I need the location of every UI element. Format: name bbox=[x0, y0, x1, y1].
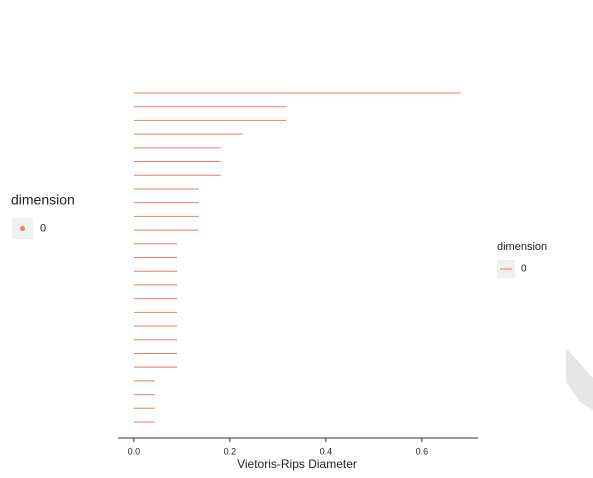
legend-point bbox=[20, 226, 25, 231]
legend-label: 0 bbox=[40, 222, 46, 234]
x-tick-label: 0.6 bbox=[416, 446, 429, 456]
watermark bbox=[566, 348, 593, 410]
legend-title: dimension bbox=[497, 241, 547, 253]
x-tick-label: 0.4 bbox=[320, 446, 333, 456]
x-tick-label: 0.0 bbox=[128, 446, 141, 456]
x-axis-title: Vietoris-Rips Diameter bbox=[237, 457, 357, 471]
legend-label: 0 bbox=[521, 264, 527, 275]
x-tick-label: 0.2 bbox=[224, 446, 237, 456]
legend-title: dimension bbox=[11, 192, 75, 208]
